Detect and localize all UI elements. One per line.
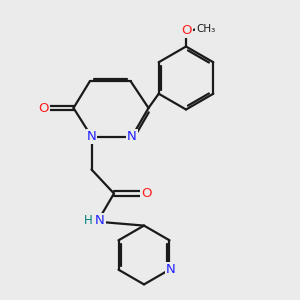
Text: N: N [166,263,176,276]
Text: N: N [87,130,96,143]
Text: N: N [95,214,105,227]
Text: H: H [83,214,92,227]
Text: CH₃: CH₃ [196,23,215,34]
Text: O: O [181,24,192,38]
Text: O: O [141,187,152,200]
Text: O: O [38,101,49,115]
Text: N: N [127,130,137,143]
